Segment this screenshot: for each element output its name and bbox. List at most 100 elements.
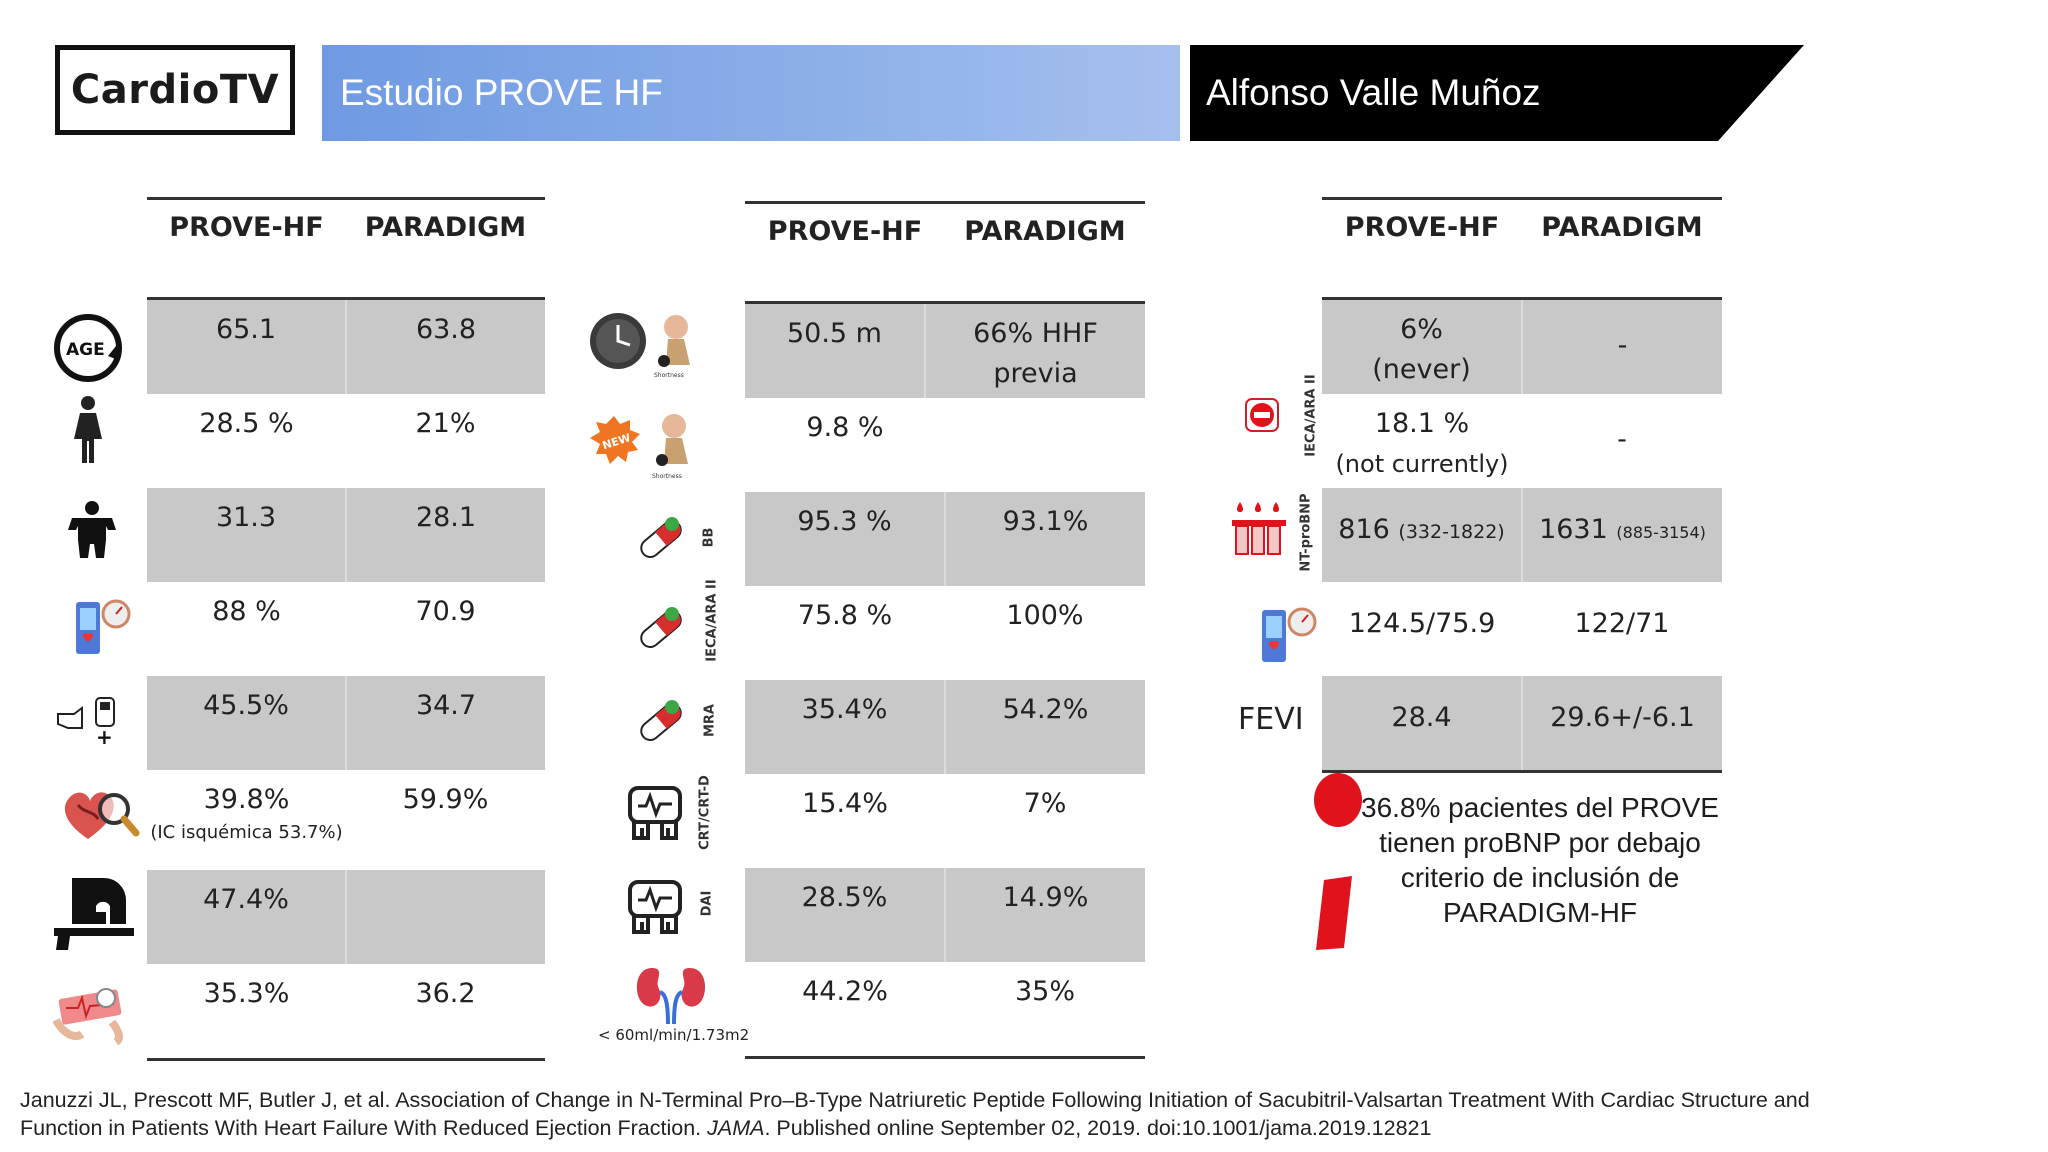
table-row: 65.1 63.8 [147,300,545,394]
fevi-label: FEVI [1238,702,1304,737]
cell-prove: 15.4% [802,788,888,819]
ieca-ara-label: IECA/ARA II [1303,374,1319,457]
new-shortness-icon: NEW Shortness [590,414,688,480]
author-banner: Alfonso Valle Muñoz [1190,45,1804,141]
cardiotv-logo: CardioTV [55,45,295,135]
cell-value: 1631 [1539,514,1608,545]
cell-paradigm: 1631 (885-3154) [1523,488,1722,582]
cell-prove: 65.1 [147,300,347,394]
cell-prove: 6% (never) [1322,300,1523,394]
cell-value: 18.1 % [1374,408,1470,439]
table-row: 18.1 % (not currently) - [1322,394,1722,488]
cell-paradigm: 100% [1006,600,1084,631]
cell-paradigm [347,870,545,964]
cell-paradigm: 122/71 [1574,608,1670,639]
table-row: 35.3% 36.2 [147,964,545,1058]
col-header-paradigm: PARADIGM [1541,212,1703,243]
table-row: 35.4% 54.2% [745,680,1145,774]
cell-prove: 28.5 % [199,408,294,439]
table-row: 45.5% 34.7 [147,676,545,770]
col-header-prove-hf: PROVE-HF [169,212,324,243]
shortness-caption: Shortness [654,372,684,379]
cell-value: 6% [1400,314,1443,345]
table-row: 15.4% 7% [745,774,1145,868]
table-row: 816 (332-1822) 1631 (885-3154) [1322,488,1722,582]
title-text: Estudio PROVE HF [340,72,663,113]
svg-text:+: + [96,725,113,746]
dai-label: DAI [699,890,715,917]
cell-value: 816 [1338,514,1390,545]
female-icon [74,396,102,463]
col-header-paradigm: PARADIGM [964,216,1126,247]
left-table-body: 65.1 63.8 28.5 % 21% 31.3 28.1 88 % 70.9 45.… [147,297,545,1061]
mid-table-body: 50.5 m 66% HHF previa 9.8 % 95.3 % 93.1% 7… [745,301,1145,1059]
svg-text:AGE: AGE [66,340,105,360]
cell-paradigm: - [1617,424,1627,455]
table-row: 95.3 % 93.1% [745,492,1145,586]
inclusion-note: 36.8% pacientes del PROVE tienen proBNP … [1361,792,1719,928]
kidney-icon [636,968,706,1025]
blood-pressure-monitor-icon [76,599,131,654]
pill-icon [640,517,682,558]
table-row: 75.8 % 100% [745,586,1145,680]
cell-prove: 39.8% (IC isquémica 53.7%) [147,770,346,870]
table-row: 28.4 29.6+/-6.1 [1322,676,1722,770]
clock-shortness-icon: Shortness [590,313,690,379]
right-table-body: 6% (never) - 18.1 % (not currently) - 816 … [1322,297,1722,773]
table-row: 28.5% 14.9% [745,868,1145,962]
citation-line1: Januzzi JL, Prescott MF, Butler J, et al… [20,1088,1810,1112]
cell-prove: 47.4% [147,870,347,964]
bb-label: BB [701,527,717,548]
cell-paradigm: 35% [1014,976,1075,1007]
cell-prove: 9.8 % [806,412,884,443]
cell-paradigm: 59.9% [402,784,489,815]
cell-paradigm: 14.9% [1002,882,1089,913]
ecg-strip-icon [52,988,123,1046]
blood-tubes-icon [1232,502,1286,555]
table-row: 31.3 28.1 [147,488,545,582]
blood-pressure-monitor-icon [1262,607,1317,662]
cell-prove: 35.3% [203,978,290,1009]
exclamation-icon [1314,773,1362,950]
cell-subvalue: (not currently) [1335,450,1509,478]
cell-prove: 124.5/75.9 [1348,608,1496,639]
author-name: Alfonso Valle Muñoz [1206,72,1541,113]
cell-paradigm: 54.2% [1002,694,1089,725]
cell-prove: 44.2% [802,976,888,1007]
cell-prove: 28.5% [745,868,946,962]
cell-prove: 816 (332-1822) [1322,488,1523,582]
heart-magnifier-icon [64,792,140,839]
cell-paradigm: - [1617,330,1628,361]
table-row: 50.5 m 66% HHF previa [745,304,1145,398]
table-row: 124.5/75.9 122/71 [1322,582,1722,676]
mri-scanner-icon [54,878,134,950]
cell-prove: 31.3 [147,488,347,582]
journal-name: JAMA [707,1116,765,1140]
citation-line2: Function in Patients With Heart Failure … [20,1116,708,1140]
crt-label: CRT/CRT-D [697,775,713,850]
col-header-paradigm: PARADIGM [364,212,527,243]
cell-subnote: (IC isquémica 53.7%) [150,822,343,843]
cell-prove: 45.5% [147,676,347,770]
table-row: 6% (never) - [1322,300,1722,394]
shortness-caption: Shortness [652,473,682,480]
col-header-prove-hf: PROVE-HF [1344,212,1500,243]
cell-subvalue: (never) [1372,354,1471,385]
cell-paradigm: 70.9 [415,596,476,627]
cell-prove: 50.5 m [745,304,926,398]
cell-range: (885-3154) [1616,523,1706,542]
gfr-caption: < 60ml/min/1.73m2 [598,1026,750,1044]
table-row: 44.2% 35% [745,962,1145,1056]
cell-paradigm: 28.1 [415,502,477,533]
col-header-prove-hf: PROVE-HF [767,216,923,247]
cell-prove: 35.4% [745,680,946,774]
body-mass-icon [68,501,116,558]
citation-line2-end: . Published online September 02, 2019. d… [764,1116,1432,1140]
table-row: 28.5 % 21% [147,394,545,488]
no-entry-icon [1245,398,1279,432]
cell-prove: 75.8 % [797,600,893,631]
table-row: 39.8% (IC isquémica 53.7%) 59.9% [147,770,545,870]
mid-table-header: PROVE-HF PARADIGM [745,201,1145,297]
right-table-header: PROVE-HF PARADIGM [1322,197,1722,293]
dai-device-icon [628,880,682,934]
